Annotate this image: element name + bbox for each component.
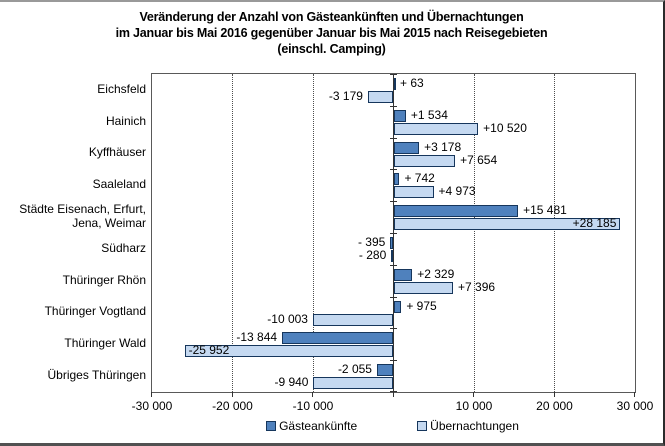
data-label: -13 844: [236, 330, 278, 345]
data-label: +28 185: [572, 216, 617, 231]
legend-label: Übernachtungen: [430, 419, 519, 433]
data-label: -3 179: [328, 89, 363, 103]
bar-gaesteankuenfte: [376, 364, 394, 377]
x-axis-tick: [473, 392, 474, 397]
data-label: -2 055: [337, 362, 372, 377]
x-axis-label: 10 000: [455, 399, 493, 413]
bar-gaesteankuenfte: [393, 205, 519, 218]
category-tick: [389, 138, 397, 139]
gridline: [232, 74, 233, 392]
chart-title-line3: (einschl. Camping): [277, 42, 386, 56]
data-label: +15 481: [523, 203, 567, 218]
bar-uebernachtungen: [391, 250, 394, 262]
data-label: +3 178: [424, 139, 462, 154]
data-label: -10 003: [267, 311, 308, 326]
data-label: +2 329: [417, 266, 455, 281]
category-tick: [389, 233, 397, 234]
gridline: [554, 74, 555, 392]
category-tick: [389, 328, 397, 329]
category-tick: [389, 391, 397, 392]
x-axis-label: -30 000: [131, 399, 173, 413]
x-axis-tick: [392, 392, 394, 397]
bar-uebernachtungen: [393, 154, 456, 167]
bar-gaesteankuenfte: [390, 237, 394, 249]
data-label: + 63: [400, 76, 424, 90]
x-axis-label: -20 000: [212, 399, 253, 413]
legend: Gästeankünfte Übernachtungen: [151, 419, 634, 433]
category-label: Hainich: [105, 113, 146, 128]
data-label: +1 534: [410, 107, 448, 122]
data-label: +7 654: [460, 152, 498, 167]
bar-gaesteankuenfte: [393, 141, 420, 154]
bar-gaesteankuenfte: [393, 78, 396, 90]
data-label: - 395: [357, 235, 386, 249]
bar-gaesteankuenfte: [393, 109, 406, 122]
category-tick: [389, 297, 397, 298]
bar-gaesteankuenfte: [393, 268, 413, 281]
legend-label: Gästeankünfte: [279, 419, 358, 433]
bar-uebernachtungen: [313, 377, 394, 390]
category-label: Kyffhäuser: [88, 145, 146, 160]
data-label: + 975: [406, 298, 437, 313]
gridline: [473, 74, 475, 392]
gridline: [312, 74, 314, 392]
category-tick: [389, 74, 397, 75]
data-label: +10 520: [483, 120, 527, 135]
x-axis-tick: [151, 392, 152, 397]
x-axis-tick: [553, 392, 555, 397]
chart-title: Veränderung der Anzahl von Gästeankünfte…: [0, 9, 663, 57]
data-label: +4 973: [438, 184, 476, 199]
category-label: Eichsfeld: [97, 81, 146, 96]
legend-item-gaesteankuenfte: Gästeankünfte: [266, 419, 357, 433]
category-tick: [389, 360, 397, 361]
bar-uebernachtungen: [393, 218, 621, 231]
x-axis-tick: [231, 392, 233, 397]
category-label: Städte Eisenach, Erfurt, Jena, Weimar: [19, 202, 146, 231]
data-label: + 742: [404, 171, 435, 186]
legend-item-uebernachtungen: Übernachtungen: [417, 419, 519, 433]
category-label: Thüringer Rhön: [62, 272, 146, 287]
category-label: Südharz: [101, 240, 146, 255]
x-axis-tick: [312, 392, 313, 397]
category-label: Saaleland: [92, 177, 146, 192]
bar-uebernachtungen: [393, 281, 454, 294]
x-axis-tick: [634, 392, 635, 397]
category-label: Thüringer Wald: [64, 336, 146, 351]
x-axis-label: -10 000: [292, 399, 334, 413]
category-label: Übriges Thüringen: [47, 368, 146, 383]
category-tick: [389, 201, 397, 202]
x-axis-label: 30 000: [616, 399, 654, 413]
data-label: -25 952: [188, 343, 230, 358]
data-label: -9 940: [274, 375, 309, 390]
bar-uebernachtungen: [312, 313, 394, 326]
bar-uebernachtungen: [184, 345, 394, 358]
x-axis-label: 20 000: [536, 399, 573, 413]
category-tick: [389, 169, 397, 170]
chart-title-line2: im Januar bis Mai 2016 gegenüber Januar …: [115, 26, 548, 40]
category-label: Thüringer Vogtland: [44, 304, 146, 319]
legend-swatch: [417, 421, 428, 431]
category-tick: [389, 106, 397, 107]
data-label: - 280: [358, 248, 387, 262]
bar-uebernachtungen: [393, 186, 434, 199]
bar-uebernachtungen: [393, 122, 479, 135]
chart-title-line1: Veränderung der Anzahl von Gästeankünfte…: [139, 10, 524, 24]
bar-gaesteankuenfte: [393, 173, 400, 186]
bar-uebernachtungen: [367, 91, 394, 103]
bar-gaesteankuenfte: [282, 332, 394, 345]
category-tick: [389, 265, 397, 266]
bar-gaesteankuenfte: [393, 300, 402, 313]
legend-swatch: [266, 421, 277, 431]
plot-area: + 63 +1 534 +3 178 + 742 +15 481- 395 +2 329 +…: [151, 73, 636, 393]
data-label: +7 396: [458, 279, 496, 294]
